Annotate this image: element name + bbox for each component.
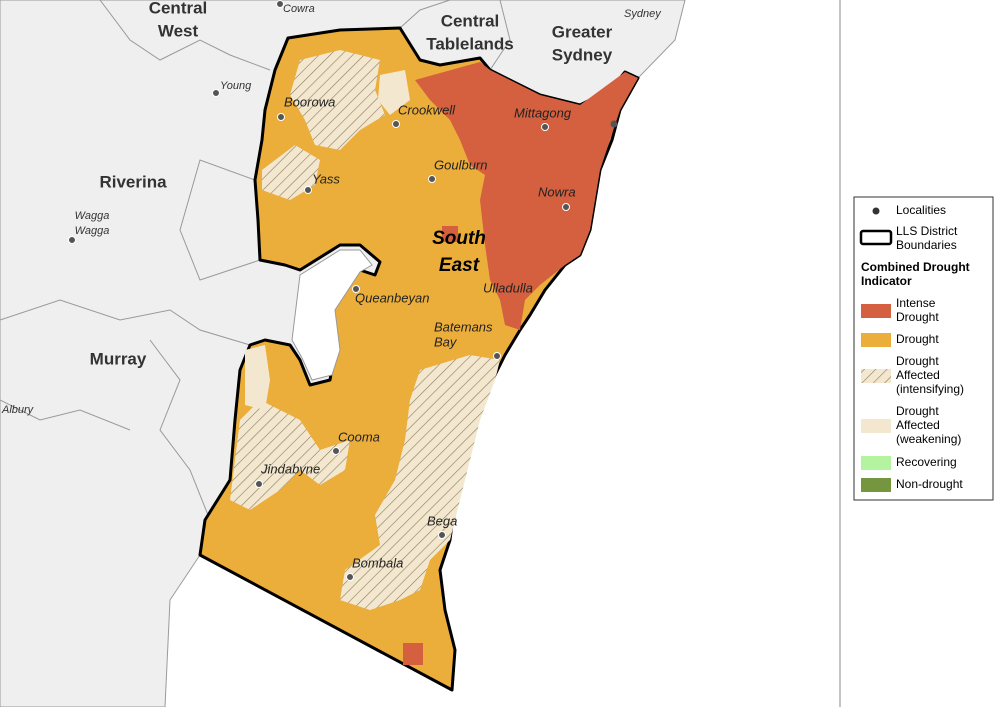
legend-swatch bbox=[861, 419, 891, 433]
locality-label: Cooma bbox=[338, 429, 380, 444]
legend-label: LLS District bbox=[896, 224, 958, 238]
locality-dot bbox=[304, 186, 312, 194]
legend-label: Non-drought bbox=[896, 477, 963, 491]
locality-label: Nowra bbox=[538, 184, 576, 199]
legend-label: Drought bbox=[896, 332, 939, 346]
legend-label: Localities bbox=[896, 203, 946, 217]
locality-label: Young bbox=[220, 80, 252, 92]
legend-title: Indicator bbox=[861, 274, 912, 288]
locality-label: Wagga bbox=[75, 225, 110, 237]
locality-dot bbox=[562, 203, 570, 211]
legend-swatch bbox=[861, 369, 891, 383]
legend-symbol bbox=[872, 207, 880, 215]
locality-label: Mittagong bbox=[514, 105, 572, 120]
locality-dot bbox=[428, 175, 436, 183]
locality-dot bbox=[610, 120, 618, 128]
region-label: Tablelands bbox=[426, 34, 514, 53]
legend-label: (intensifying) bbox=[896, 382, 964, 396]
locality-label: Queanbeyan bbox=[355, 290, 429, 305]
legend-label: Drought bbox=[896, 354, 939, 368]
region-label: Sydney bbox=[552, 45, 613, 64]
drought-affected-intensifying bbox=[230, 50, 500, 610]
legend-label: Affected bbox=[896, 368, 940, 382]
locality-dot bbox=[277, 113, 285, 121]
region-label: South bbox=[432, 228, 486, 249]
locality-label: Cowra bbox=[283, 3, 315, 15]
locality-label: Bombala bbox=[352, 555, 403, 570]
region-label: Greater bbox=[552, 22, 613, 41]
locality-label: Albury bbox=[1, 404, 35, 416]
legend-label: Intense bbox=[896, 296, 936, 310]
locality-label: Bay bbox=[434, 334, 458, 349]
region-label: Central bbox=[441, 11, 500, 30]
region-label: West bbox=[158, 21, 199, 40]
legend-swatch bbox=[861, 456, 891, 470]
locality-label: Batemans bbox=[434, 319, 493, 334]
locality-dot bbox=[438, 531, 446, 539]
locality-dot bbox=[212, 89, 220, 97]
locality-dot bbox=[352, 285, 360, 293]
locality-dot bbox=[346, 573, 354, 581]
legend-swatch bbox=[861, 478, 891, 492]
region-label: East bbox=[439, 255, 480, 276]
locality-label: Ulladulla bbox=[483, 280, 533, 295]
legend-label: Recovering bbox=[896, 455, 957, 469]
region-label: Riverina bbox=[99, 172, 167, 191]
drought-affected-weakening bbox=[245, 70, 410, 410]
legend-label: Affected bbox=[896, 418, 940, 432]
legend-swatch bbox=[861, 333, 891, 347]
locality-label: Goulburn bbox=[434, 157, 487, 172]
region-label: Central bbox=[149, 0, 208, 17]
legend-label: (weakening) bbox=[896, 432, 961, 446]
locality-label: Sydney bbox=[624, 8, 662, 20]
locality-label: Jindabyne bbox=[260, 461, 320, 476]
locality-dot bbox=[332, 447, 340, 455]
locality-dot bbox=[541, 123, 549, 131]
region-label: Murray bbox=[90, 349, 147, 368]
legend-box bbox=[853, 196, 994, 501]
locality-dot bbox=[493, 352, 501, 360]
locality-label: Wagga bbox=[75, 210, 110, 222]
legend-title: Combined Drought bbox=[861, 260, 970, 274]
legend-symbol bbox=[859, 229, 893, 246]
legend-label: Boundaries bbox=[896, 238, 957, 252]
legend-label: Drought bbox=[896, 404, 939, 418]
act-territory bbox=[291, 249, 373, 381]
intense-drought bbox=[403, 62, 638, 665]
legend-swatch bbox=[861, 304, 891, 318]
locality-dot bbox=[255, 480, 263, 488]
legend-label: Drought bbox=[896, 310, 939, 324]
locality-label: Bega bbox=[427, 513, 457, 528]
locality-label: Boorowa bbox=[284, 94, 335, 109]
locality-dot bbox=[392, 120, 400, 128]
locality-label: Crookwell bbox=[398, 102, 456, 117]
locality-label: Yass bbox=[312, 171, 340, 186]
locality-dot bbox=[68, 236, 76, 244]
locality-dot bbox=[276, 0, 284, 8]
